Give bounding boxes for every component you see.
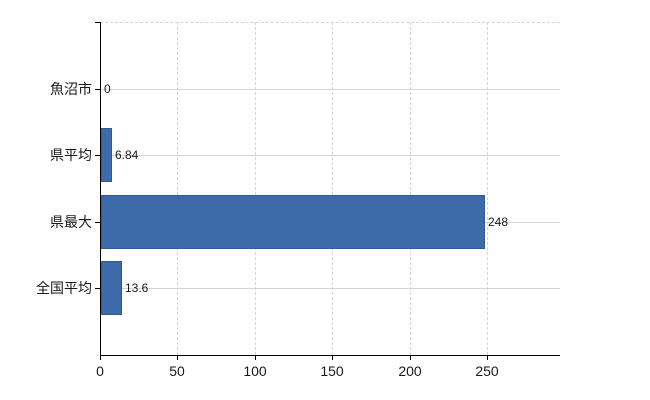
bar: [101, 195, 485, 249]
x-tick: [410, 355, 411, 360]
value-label: 248: [488, 215, 509, 229]
value-label: 0: [104, 82, 111, 96]
x-tick-label: 50: [169, 363, 185, 379]
y-tick: [95, 222, 100, 223]
plot-top-gridline: [100, 22, 560, 23]
x-tick: [177, 355, 178, 360]
category-label: 全国平均: [36, 280, 92, 296]
y-axis-end-tick: [95, 22, 100, 23]
x-tick-label: 250: [475, 363, 499, 379]
x-gridline: [255, 22, 256, 355]
x-tick: [332, 355, 333, 360]
x-gridline: [410, 22, 411, 355]
x-tick: [487, 355, 488, 360]
category-label: 県平均: [50, 147, 92, 163]
bar: [101, 261, 122, 315]
x-tick-label: 200: [398, 363, 422, 379]
x-tick-label: 100: [243, 363, 267, 379]
y-tick: [95, 155, 100, 156]
x-tick-label: 150: [320, 363, 344, 379]
category-gridline: [100, 288, 560, 289]
x-tick-label: 0: [96, 363, 104, 379]
y-tick: [95, 89, 100, 90]
category-label: 魚沼市: [50, 81, 92, 97]
x-gridline: [332, 22, 333, 355]
category-gridline: [100, 89, 560, 90]
category-label: 県最大: [50, 214, 92, 230]
y-axis-line: [100, 22, 101, 355]
category-gridline: [100, 155, 560, 156]
x-gridline: [177, 22, 178, 355]
value-label: 13.6: [125, 281, 149, 295]
y-tick: [95, 288, 100, 289]
x-axis-line: [100, 355, 560, 356]
x-tick: [100, 355, 101, 360]
bar: [101, 128, 112, 182]
x-tick: [255, 355, 256, 360]
value-label: 6.84: [115, 148, 139, 162]
x-gridline: [487, 22, 488, 355]
